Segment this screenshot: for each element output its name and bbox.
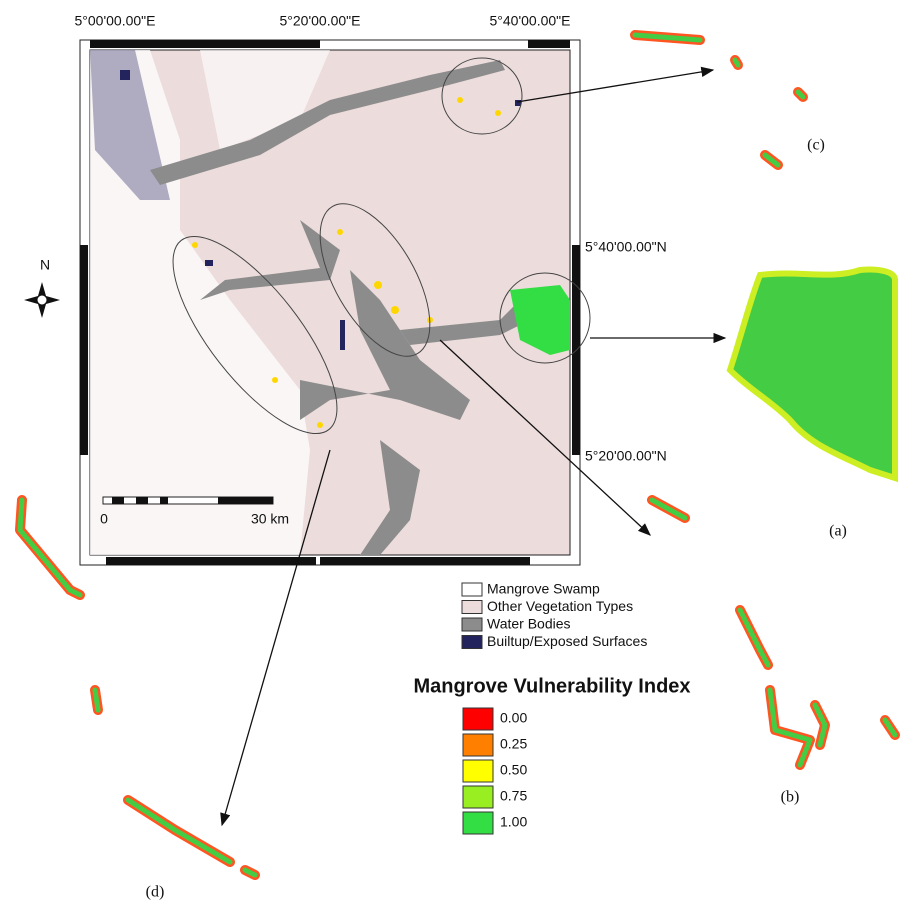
legend-label: Water Bodies — [487, 616, 571, 632]
legend-swatch — [462, 618, 482, 631]
index-label: 0.25 — [500, 736, 527, 752]
panel-label: (b) — [781, 789, 800, 806]
legend-label: Mangrove Swamp — [487, 581, 600, 597]
panel-label: (d) — [146, 884, 165, 901]
lon-label: 5°20'00.00"E — [280, 13, 361, 29]
lon-label: 5°40'00.00"E — [490, 13, 571, 29]
figure: 5°00'00.00"E 5°20'00.00"E 5°40'00.00"E 5… — [0, 0, 903, 907]
index-label: 0.50 — [500, 762, 527, 778]
index-swatch — [463, 786, 493, 808]
index-swatch — [463, 708, 493, 730]
north-arrow — [24, 282, 60, 318]
legend-label: Other Vegetation Types — [487, 598, 633, 614]
index-label: 1.00 — [500, 814, 527, 830]
index-label: 0.75 — [500, 788, 527, 804]
index-legend: 0.00 0.25 0.50 0.75 1.00 — [463, 708, 527, 834]
scale-start: 0 — [100, 511, 108, 527]
index-label: 0.00 — [500, 710, 527, 726]
map-frame — [80, 40, 590, 565]
index-swatch — [463, 734, 493, 756]
index-swatch — [463, 760, 493, 782]
legend-swatch — [462, 636, 482, 649]
scale-end: 30 km — [251, 511, 289, 527]
lat-label: 5°20'00.00"N — [585, 448, 667, 464]
index-title: Mangrove Vulnerability Index — [413, 675, 690, 697]
lon-label: 5°00'00.00"E — [75, 13, 156, 29]
panel-label: (a) — [829, 523, 847, 540]
legend-swatch — [462, 601, 482, 614]
panel-a-patch — [730, 269, 895, 478]
legend-label: Builtup/Exposed Surfaces — [487, 633, 647, 649]
legend-swatch — [462, 583, 482, 596]
index-swatch — [463, 812, 493, 834]
north-label: N — [40, 257, 50, 273]
panel-label: (c) — [807, 137, 825, 154]
lat-label: 5°40'00.00"N — [585, 239, 667, 255]
